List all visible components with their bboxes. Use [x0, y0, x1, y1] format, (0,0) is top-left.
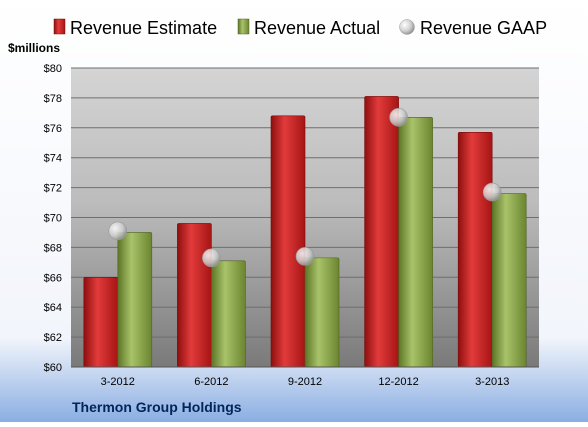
gaap-markers [108, 108, 502, 268]
bar-revenue-estimate [270, 115, 306, 368]
unit-label: $millions [8, 41, 60, 55]
bar-revenue-estimate [177, 223, 212, 368]
legend-label-estimate: Revenue Estimate [70, 18, 217, 38]
legend-label-actual: Revenue Actual [254, 18, 380, 38]
y-tick-label: $66 [44, 272, 62, 284]
bar-revenue-estimate [364, 96, 399, 368]
x-tick-label: 12-2012 [378, 376, 418, 388]
x-axis-labels: 3-2012 6-2012 9-2012 12-2012 3-2013 [101, 376, 510, 388]
bar-revenue-estimate [457, 131, 493, 368]
legend-swatch-actual [237, 18, 250, 35]
y-tick-label: $68 [44, 242, 62, 254]
y-tick-label: $70 [44, 213, 62, 225]
company-name: Thermon Group Holdings [72, 399, 242, 415]
legend: Revenue Estimate Revenue Actual Revenue … [53, 18, 547, 38]
marker-revenue-gaap [202, 248, 221, 268]
x-tick-label: 3-2013 [475, 376, 509, 388]
marker-revenue-gaap [108, 221, 128, 241]
y-tick-label: $74 [44, 153, 62, 165]
y-tick-label: $64 [44, 302, 62, 314]
y-tick-label: $76 [44, 123, 62, 135]
marker-revenue-gaap [482, 182, 502, 202]
y-axis-labels: $60 $62 $64 $66 $68 $70 $72 $74 $76 $78 $80 [44, 63, 62, 374]
marker-revenue-gaap [295, 247, 315, 266]
bar-revenue-actual [491, 193, 527, 368]
y-tick-label: $78 [44, 93, 62, 105]
x-tick-label: 9-2012 [288, 376, 322, 388]
marker-revenue-gaap [389, 108, 408, 127]
y-tick-label: $72 [44, 183, 62, 195]
bar-revenue-estimate [83, 276, 119, 368]
bar-revenue-actual [304, 257, 340, 368]
bar-revenue-actual [117, 232, 153, 368]
y-tick-label: $62 [44, 332, 62, 344]
y-tick-label: $80 [44, 63, 62, 75]
bar-revenue-actual [211, 260, 246, 368]
legend-marker-gaap [399, 19, 415, 35]
x-tick-label: 3-2012 [101, 376, 135, 388]
bar-revenue-actual [398, 117, 433, 368]
legend-swatch-estimate [53, 18, 66, 35]
x-tick-label: 6-2012 [194, 376, 228, 388]
bars [83, 96, 527, 368]
legend-label-gaap: Revenue GAAP [420, 18, 547, 38]
y-tick-label: $60 [44, 362, 62, 374]
